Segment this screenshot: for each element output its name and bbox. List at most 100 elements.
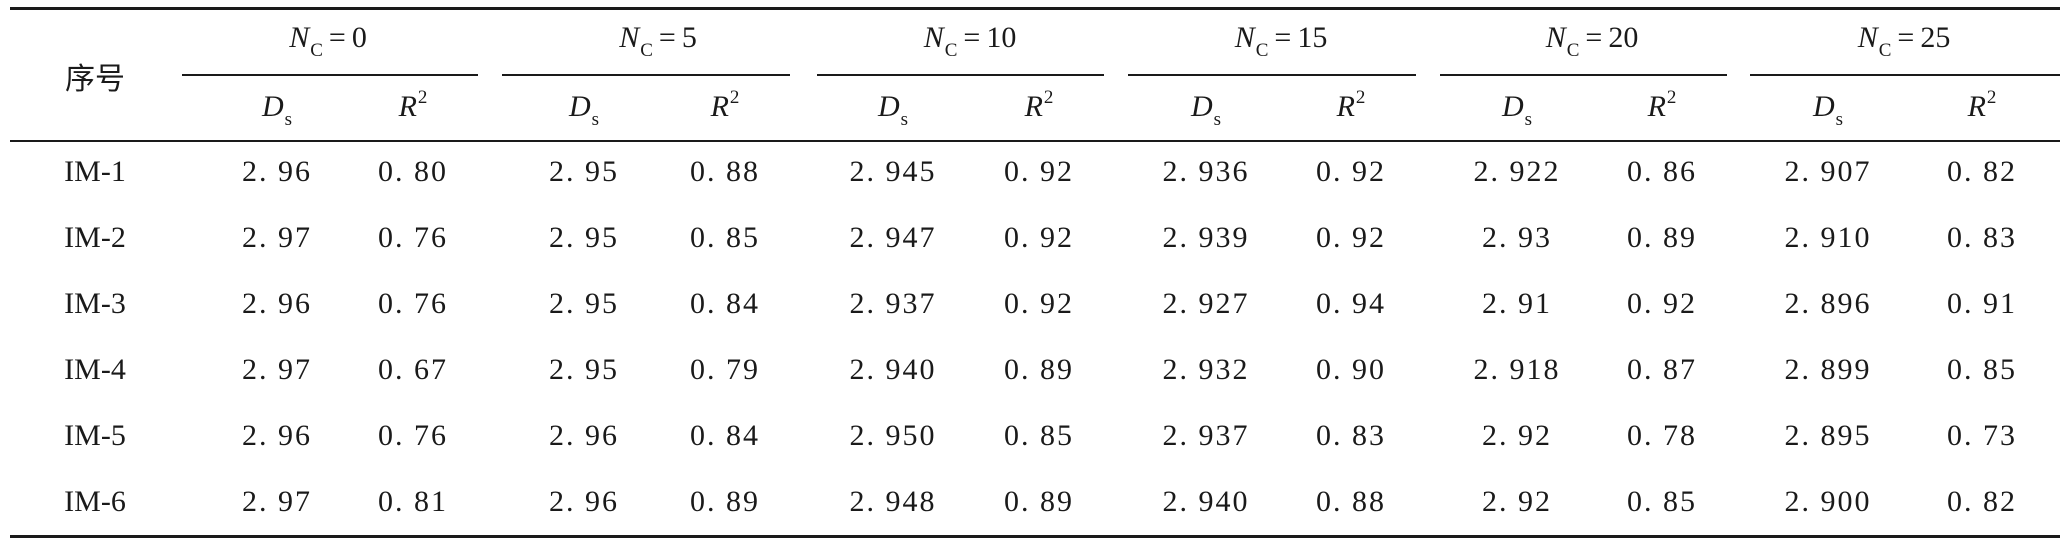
ds-subscript: s: [900, 109, 909, 130]
column-header-r2: R2: [710, 87, 740, 124]
equals-sign: =: [328, 21, 346, 54]
ds-subscript: s: [1213, 109, 1222, 130]
r2-value: 0. 89: [1004, 485, 1074, 518]
equals-sign: =: [1274, 21, 1292, 54]
ds-value: 2. 940: [1162, 485, 1250, 518]
group-underline: [1750, 74, 2060, 76]
bottom-rule: [10, 535, 2060, 538]
nc-value: 20: [1608, 21, 1639, 54]
nc-symbol: N: [1234, 21, 1255, 54]
r2-value: 0. 73: [1947, 419, 2017, 452]
r2-value: 0. 86: [1627, 155, 1697, 188]
group-underline: [817, 74, 1104, 76]
nc-subscript: C: [310, 40, 323, 61]
nc-symbol: N: [1545, 21, 1566, 54]
r2-value: 0. 79: [690, 353, 760, 386]
nc-subscript: C: [1878, 40, 1892, 61]
r2-value: 0. 78: [1627, 419, 1697, 452]
ds-symbol: D: [1190, 90, 1213, 123]
group-underline: [502, 74, 790, 76]
r2-value: 0. 92: [1316, 221, 1386, 254]
r2-value: 0. 76: [378, 221, 448, 254]
top-rule: [10, 7, 2060, 10]
r2-value: 0. 87: [1627, 353, 1697, 386]
r-symbol: R: [1967, 90, 1986, 123]
nc-subscript: C: [640, 40, 653, 61]
row-label: IM-1: [64, 155, 126, 188]
r2-value: 0. 81: [378, 485, 448, 518]
ds-subscript: s: [1524, 109, 1533, 130]
column-header-r2: R2: [1647, 87, 1677, 124]
r2-value: 0. 94: [1316, 287, 1386, 320]
ds-value: 2. 918: [1473, 353, 1561, 386]
r2-value: 0. 92: [1627, 287, 1697, 320]
ds-value: 2. 92: [1482, 419, 1552, 452]
equals-sign: =: [963, 21, 981, 54]
ds-value: 2. 895: [1784, 419, 1872, 452]
r-symbol: R: [1647, 90, 1666, 123]
group-underline: [182, 74, 478, 76]
r2-value: 0. 88: [1316, 485, 1386, 518]
nc-subscript: C: [1566, 40, 1580, 61]
group-header: NC = 25: [1857, 21, 1951, 61]
r-symbol: R: [710, 90, 729, 123]
column-header-ds: Ds: [1502, 90, 1532, 130]
ds-value: 2. 948: [849, 485, 937, 518]
column-header-r2: R2: [1024, 87, 1054, 124]
ds-value: 2. 95: [549, 155, 619, 188]
ds-value: 2. 92: [1482, 485, 1552, 518]
r2-value: 0. 92: [1004, 155, 1074, 188]
ds-subscript: s: [591, 109, 600, 130]
r2-value: 0. 85: [1004, 419, 1074, 452]
ds-value: 2. 907: [1784, 155, 1872, 188]
ds-value: 2. 97: [242, 485, 312, 518]
header-rule: [10, 140, 2060, 142]
ds-subscript: s: [1835, 109, 1844, 130]
nc-subscript: C: [1255, 40, 1269, 61]
group-underline: [1440, 74, 1727, 76]
nc-symbol: N: [923, 21, 944, 54]
row-label: IM-6: [64, 485, 126, 518]
r-superscript: 2: [417, 87, 428, 108]
group-header: NC = 20: [1545, 21, 1639, 61]
ds-symbol: D: [568, 90, 591, 123]
r2-value: 0. 88: [690, 155, 760, 188]
r2-value: 0. 85: [1627, 485, 1697, 518]
row-label: IM-3: [64, 287, 126, 320]
ds-value: 2. 900: [1784, 485, 1872, 518]
r-superscript: 2: [1986, 87, 1997, 108]
column-header-ds: Ds: [568, 90, 599, 130]
group-underline: [1128, 74, 1416, 76]
ds-value: 2. 950: [849, 419, 937, 452]
r-symbol: R: [1024, 90, 1043, 123]
r2-value: 0. 85: [690, 221, 760, 254]
ds-value: 2. 95: [549, 287, 619, 320]
r2-value: 0. 89: [690, 485, 760, 518]
ds-value: 2. 96: [242, 287, 312, 320]
column-header-ds: Ds: [878, 90, 908, 130]
ds-value: 2. 896: [1784, 287, 1872, 320]
ds-value: 2. 93: [1482, 221, 1552, 254]
column-header-ds: Ds: [1190, 90, 1221, 130]
row-label: IM-4: [64, 353, 126, 386]
r2-value: 0. 83: [1947, 221, 2017, 254]
column-header-ds: Ds: [261, 90, 292, 130]
nc-symbol: N: [1857, 21, 1878, 54]
ds-value: 2. 95: [549, 353, 619, 386]
r2-value: 0. 82: [1947, 155, 2017, 188]
r2-value: 0. 84: [690, 419, 760, 452]
ds-value: 2. 922: [1473, 155, 1561, 188]
r2-value: 0. 92: [1004, 287, 1074, 320]
ds-value: 2. 939: [1162, 221, 1250, 254]
ds-value: 2. 97: [242, 353, 312, 386]
nc-value: 10: [986, 21, 1017, 54]
r2-value: 0. 91: [1947, 287, 2017, 320]
r2-value: 0. 80: [378, 155, 448, 188]
column-header-r2: R2: [1337, 87, 1366, 124]
r2-value: 0. 85: [1947, 353, 2017, 386]
r-superscript: 2: [1666, 87, 1677, 108]
r2-value: 0. 89: [1004, 353, 1074, 386]
seq-header: 序号: [65, 63, 125, 96]
ds-value: 2. 937: [849, 287, 937, 320]
ds-symbol: D: [261, 90, 284, 123]
